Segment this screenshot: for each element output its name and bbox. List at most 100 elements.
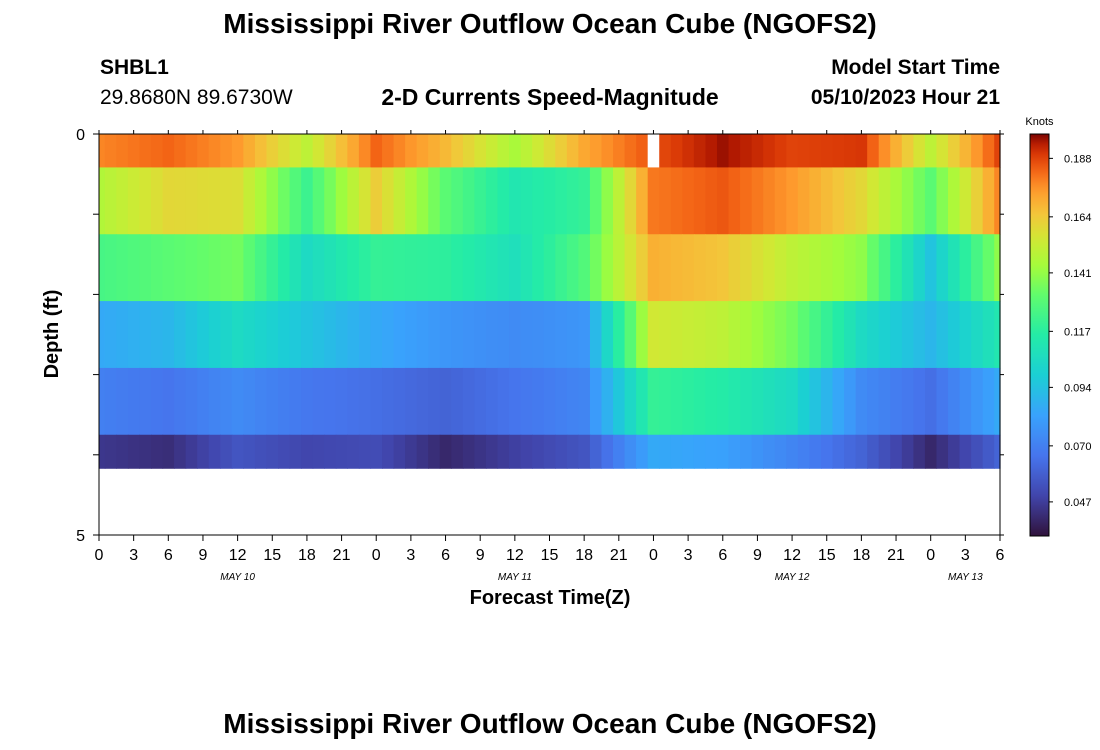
heatmap-cell (462, 434, 476, 469)
heatmap-cells (99, 134, 1001, 469)
heatmap-cell (99, 367, 106, 436)
heatmap-cell (162, 367, 175, 436)
heatmap-cell (208, 167, 221, 235)
heatmap-cell (474, 234, 487, 302)
heatmap-cell (867, 134, 880, 169)
heatmap-cell (509, 434, 522, 469)
heatmap-cell (670, 167, 683, 235)
heatmap-cell (405, 434, 418, 469)
heatmap-cell (532, 134, 545, 169)
heatmap-cell (636, 301, 649, 369)
heatmap-cell (208, 367, 221, 436)
heatmap-cell (278, 167, 291, 235)
heatmap-cell (358, 367, 372, 436)
heatmap-cell (994, 367, 1001, 436)
heatmap-cell (693, 434, 707, 469)
x-tick-label: 9 (753, 547, 762, 564)
heatmap-cell (786, 301, 799, 369)
heatmap-cell (254, 134, 268, 169)
heatmap-cell (566, 301, 579, 369)
x-tick-label: 3 (129, 547, 138, 564)
heatmap-cell (301, 434, 314, 469)
heatmap-cell (832, 301, 845, 369)
heatmap-cell (878, 167, 891, 235)
heatmap-cell (439, 234, 452, 302)
x-tick-label: 18 (575, 547, 593, 564)
heatmap-cell (520, 301, 533, 369)
heatmap-cell (613, 167, 626, 235)
heatmap-cell (601, 367, 614, 436)
x-tick-label: 18 (852, 547, 870, 564)
heatmap-cell (959, 167, 972, 235)
heatmap-cell (982, 234, 995, 302)
heatmap-cell (347, 234, 360, 302)
heatmap-cell (820, 367, 834, 436)
heatmap-cell (301, 167, 314, 235)
heatmap-cell (150, 301, 164, 369)
heatmap-cell (878, 367, 891, 436)
heatmap-cell (578, 167, 591, 235)
heatmap-cell (578, 134, 591, 169)
heatmap-cell (832, 367, 845, 436)
heatmap-cell (589, 367, 603, 436)
heatmap-cell (566, 434, 579, 469)
heatmap-cell (185, 167, 198, 235)
heatmap-cell (670, 434, 683, 469)
heatmap-cell (809, 167, 822, 235)
heatmap-cell (636, 134, 649, 169)
heatmap-cell (890, 301, 903, 369)
heatmap-cell (543, 301, 556, 369)
heatmap-cell (971, 434, 984, 469)
heatmap-cell (139, 367, 152, 436)
heatmap-cell (728, 134, 741, 169)
heatmap-cell (636, 434, 649, 469)
heatmap-cell (589, 301, 603, 369)
heatmap-cell (855, 301, 868, 369)
heatmap-cell (485, 234, 499, 302)
heatmap-cell (99, 434, 106, 469)
heatmap-cell (532, 434, 545, 469)
heatmap-cell (601, 434, 614, 469)
heatmap-cell (116, 301, 129, 369)
heatmap-cell (416, 134, 429, 169)
heatmap-cell (786, 367, 799, 436)
heatmap-cell (959, 434, 972, 469)
heatmap-cell (693, 167, 707, 235)
heatmap-cell (254, 167, 268, 235)
heatmap-cell (994, 234, 1001, 302)
heatmap-cell (185, 301, 198, 369)
heatmap-cell (278, 234, 291, 302)
heatmap-cell (324, 367, 337, 436)
heatmap-cell (728, 301, 741, 369)
heatmap-cell (174, 167, 187, 235)
heatmap-cell (716, 234, 730, 302)
heatmap-cell (451, 301, 464, 369)
heatmap-cell (924, 134, 938, 169)
heatmap-cell (959, 301, 972, 369)
heatmap-cell (855, 367, 868, 436)
heatmap-cell (416, 434, 429, 469)
heatmap-cell (613, 301, 626, 369)
heatmap-cell (150, 234, 164, 302)
x-tick-label: 12 (783, 547, 801, 564)
heatmap-cell (220, 301, 233, 369)
heatmap-cell (439, 134, 452, 169)
heatmap-cell (289, 301, 302, 369)
heatmap-cell (820, 301, 834, 369)
heatmap-cell (636, 167, 649, 235)
heatmap-cell (312, 134, 325, 169)
heatmap-cell (474, 301, 487, 369)
heatmap-cell (162, 134, 175, 169)
heatmap-cell (890, 367, 903, 436)
heatmap-cell (751, 367, 764, 436)
heatmap-cell (116, 167, 129, 235)
heatmap-cell (659, 134, 672, 169)
x-tick-label: 6 (718, 547, 727, 564)
heatmap-cell (740, 134, 753, 169)
heatmap-cell (416, 301, 429, 369)
heatmap-cell (197, 301, 210, 369)
colorbar-unit: Knots (1025, 116, 1054, 128)
heatmap-cell (324, 301, 337, 369)
heatmap-cell (289, 434, 302, 469)
